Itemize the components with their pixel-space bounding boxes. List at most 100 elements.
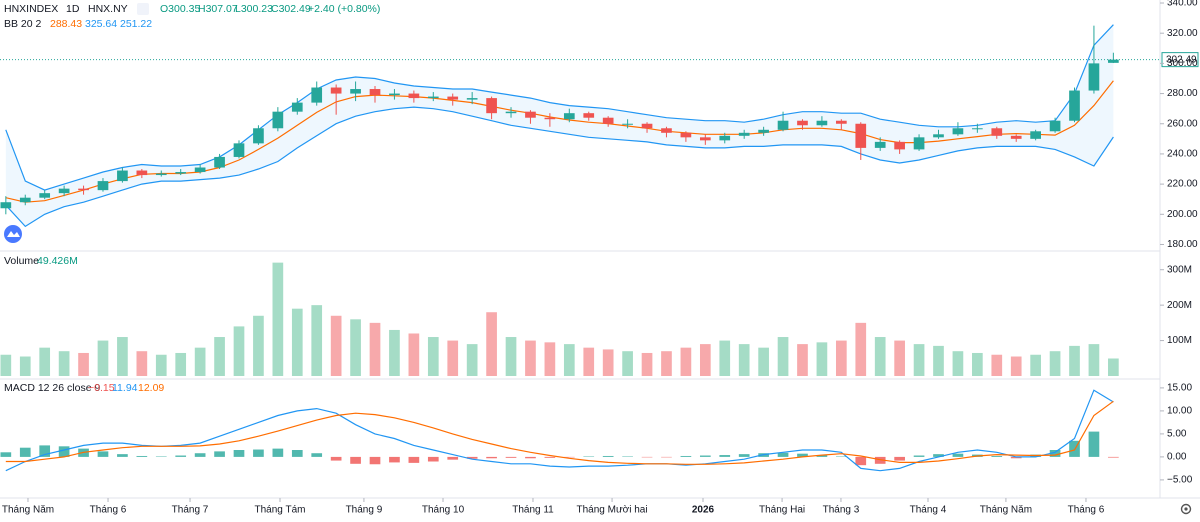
bb-fill <box>6 25 1114 227</box>
candle-body <box>467 98 478 100</box>
volume-bar <box>428 337 439 376</box>
macd-hist-bar <box>409 457 420 463</box>
bb-legend-lower: 251.22 <box>120 18 152 30</box>
candle-body <box>20 198 31 203</box>
x-tick-label: Tháng Mười hai <box>577 505 648 516</box>
candle-body <box>214 157 225 168</box>
exchange: HNX.NY <box>88 3 128 15</box>
macd-hist-bar <box>778 453 789 457</box>
y-tick-label: 240.00 <box>1167 149 1198 160</box>
candle-body <box>1011 136 1022 139</box>
macd-hist-bar <box>292 450 303 457</box>
candle-body <box>370 89 381 95</box>
volume-bar <box>195 348 206 376</box>
collapse-button[interactable] <box>137 3 149 15</box>
macd-hist-bar <box>98 451 109 457</box>
macd-legend-name: MACD 12 26 close 9 <box>4 382 100 394</box>
macd-hist-bar <box>991 456 1002 457</box>
volume-bar <box>1108 358 1119 376</box>
candle-body <box>719 136 730 141</box>
y-tick-label: 100M <box>1167 335 1192 346</box>
candle-body <box>914 137 925 149</box>
y-tick-label: 200M <box>1167 300 1192 311</box>
bb-legend-middle: 288.43 <box>50 18 82 30</box>
candle-body <box>642 124 653 129</box>
candle-body <box>234 143 245 157</box>
macd-legend-hist: −0.15 <box>88 382 115 394</box>
candle-body <box>78 189 89 191</box>
volume-bar <box>972 353 983 376</box>
volume-bar <box>350 319 361 376</box>
volume-bar <box>0 355 11 376</box>
candle-body <box>661 128 672 133</box>
candle-body <box>681 133 692 138</box>
macd-legend-signal: 12.09 <box>138 382 164 394</box>
volume-bar <box>681 348 692 376</box>
volume-bar <box>933 346 944 376</box>
volume-bar <box>156 355 167 376</box>
candle-body <box>486 98 497 113</box>
candle-body <box>1089 63 1100 90</box>
candle-body <box>778 121 789 130</box>
volume-bar <box>700 344 711 376</box>
volume-bar <box>506 337 517 376</box>
y-tick-label: 300M <box>1167 264 1192 275</box>
candle-body <box>1030 131 1041 139</box>
volume-bar <box>758 348 769 376</box>
volume-bar <box>817 342 828 376</box>
macd-legend-macd: 11.94 <box>112 382 138 394</box>
macd-hist-bar <box>700 456 711 457</box>
settings-gear[interactable] <box>1182 505 1191 514</box>
volume-bar <box>953 351 964 376</box>
x-tick-label: Tháng 6 <box>90 505 127 516</box>
macd-hist-bar <box>0 452 11 457</box>
y-tick-label: 300.00 <box>1167 58 1198 69</box>
y-tick-label: 15.00 <box>1167 383 1192 394</box>
macd-hist-bar <box>525 457 536 458</box>
volume-bar <box>583 348 594 376</box>
macd-hist-bar <box>273 449 284 457</box>
volume-bar <box>214 337 225 376</box>
volume-bar <box>370 323 381 376</box>
volume-bar <box>894 341 905 376</box>
candle-body <box>894 142 905 150</box>
volume-bar <box>875 337 886 376</box>
volume-bar <box>914 344 925 376</box>
macd-hist-bar <box>195 453 206 457</box>
volume-bar <box>136 351 147 376</box>
x-tick-label: Tháng 11 <box>512 505 554 516</box>
volume-legend-value: 49.426M <box>37 255 78 267</box>
volume-bar <box>467 344 478 376</box>
candle-body <box>292 103 303 112</box>
volume-bar <box>661 351 672 376</box>
candle-body <box>39 193 50 198</box>
x-tick-label: Tháng Năm <box>980 505 1032 516</box>
macd-hist-bar <box>486 457 497 458</box>
volume-bar <box>292 309 303 376</box>
volume-bar <box>59 351 70 376</box>
x-tick-label: Tháng 10 <box>422 505 465 516</box>
ohlc-open: O300.35 <box>160 3 200 15</box>
ohlc-high: H307.07 <box>198 3 238 15</box>
macd-hist-bar <box>447 457 458 460</box>
macd-hist-bar <box>1089 432 1100 457</box>
candle-body <box>991 128 1002 136</box>
macd-hist-bar <box>545 457 556 458</box>
y-tick-label: 200.00 <box>1167 209 1198 220</box>
volume-bar <box>855 323 866 376</box>
volume-bar <box>117 337 128 376</box>
candle-body <box>875 142 886 148</box>
y-tick-label: 5.00 <box>1167 429 1187 440</box>
candle-body <box>622 124 633 125</box>
y-tick-label: 340.00 <box>1167 0 1198 9</box>
x-tick-label: Tháng Tám <box>255 505 306 516</box>
candle-body <box>389 94 400 96</box>
volume-bar <box>603 349 614 376</box>
macd-hist-bar <box>506 457 517 458</box>
candle-body <box>739 133 750 136</box>
candle-body <box>447 97 458 100</box>
candle-body <box>175 172 186 174</box>
volume-bar <box>564 344 575 376</box>
y-tick-label: 10.00 <box>1167 406 1192 417</box>
volume-bar <box>1069 346 1080 376</box>
